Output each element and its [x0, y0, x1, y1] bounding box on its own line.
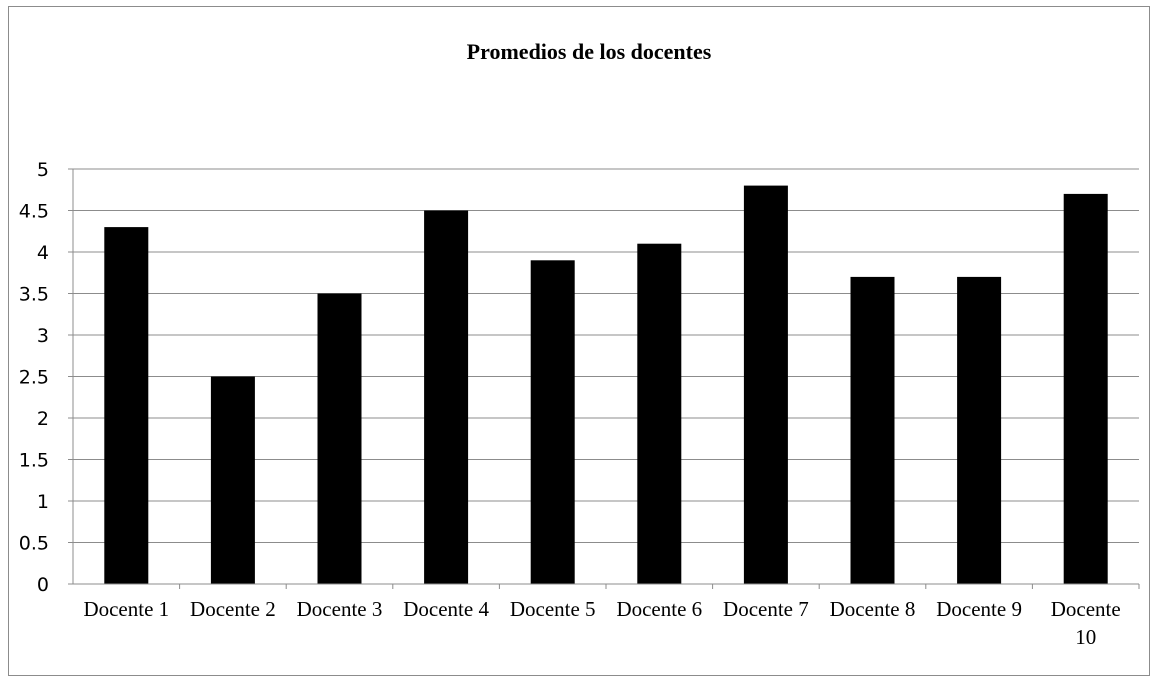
y-tick-label: 2.5	[19, 367, 49, 389]
y-tick-label: 4	[37, 242, 49, 264]
bar-9	[957, 276, 1002, 584]
y-tick-label: 2	[37, 408, 49, 430]
x-tick-label: Docente 9	[936, 597, 1022, 621]
bar-chart: Promedios de los docentes 0 0.5 1 1.5 2 2.5 3 3…	[19, 39, 1140, 649]
x-tick-label: Docente 5	[510, 597, 596, 621]
x-tick-label: Docente 6	[616, 597, 702, 621]
x-tick-label-line2: 10	[1075, 625, 1096, 649]
chart-frame: Promedios de los docentes 0 0.5 1 1.5 2 2.5 3 3…	[8, 6, 1150, 676]
bar-2	[210, 376, 255, 584]
bar-5	[530, 260, 575, 584]
y-tick-label: 3.5	[19, 284, 49, 306]
x-tick-label: Docente 4	[403, 597, 489, 621]
x-tick-label: Docente 8	[830, 597, 916, 621]
y-tick-label: 0.5	[19, 533, 49, 555]
y-tick-label: 0	[37, 574, 49, 596]
x-tick-label: Docente 7	[723, 597, 809, 621]
chart-title: Promedios de los docentes	[467, 39, 712, 64]
y-tick-label: 5	[37, 159, 49, 181]
x-tick-label: Docente 1	[83, 597, 169, 621]
bar-7	[743, 185, 788, 584]
bar-1	[104, 227, 149, 584]
bar-6	[637, 243, 682, 584]
y-tick-label: 4.5	[19, 201, 49, 223]
x-tick-label: Docente	[1051, 597, 1121, 621]
y-tick-label: 3	[37, 325, 49, 347]
x-tick-label: Docente 3	[297, 597, 383, 621]
x-tick-label: Docente 2	[190, 597, 276, 621]
bar-3	[317, 293, 362, 584]
y-tick-label: 1	[37, 491, 49, 513]
y-tick-label: 1.5	[19, 450, 49, 472]
bar-8	[850, 276, 895, 584]
bar-10	[1063, 193, 1108, 584]
bar-4	[424, 210, 469, 584]
